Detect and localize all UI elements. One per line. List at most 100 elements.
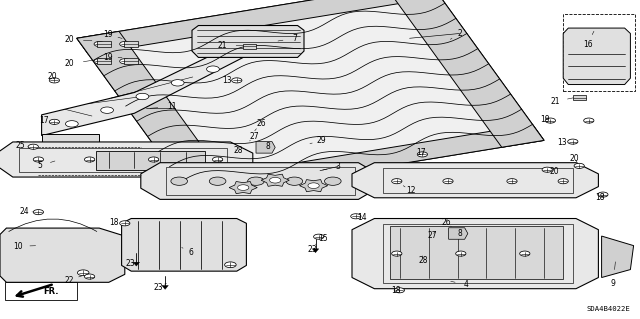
Polygon shape [229, 182, 257, 194]
Circle shape [120, 221, 130, 226]
Circle shape [49, 78, 60, 83]
Text: 8: 8 [265, 142, 270, 151]
Circle shape [172, 80, 184, 86]
Circle shape [351, 214, 361, 219]
Polygon shape [573, 95, 586, 100]
Circle shape [520, 251, 530, 256]
Text: 7: 7 [292, 34, 297, 43]
Polygon shape [300, 180, 328, 192]
Circle shape [148, 157, 159, 162]
Polygon shape [97, 58, 111, 64]
Circle shape [308, 183, 319, 189]
Text: 28: 28 [419, 256, 428, 265]
Circle shape [94, 41, 104, 47]
Text: 19: 19 [540, 115, 550, 124]
Text: 27: 27 [250, 132, 260, 141]
Polygon shape [449, 228, 468, 239]
Polygon shape [124, 58, 138, 64]
Polygon shape [0, 142, 253, 177]
Polygon shape [261, 174, 289, 186]
Text: 13: 13 [222, 76, 232, 85]
Text: 20: 20 [64, 35, 74, 44]
Text: 19: 19 [102, 53, 113, 62]
Text: 22: 22 [65, 276, 74, 285]
Circle shape [542, 167, 552, 172]
Circle shape [545, 118, 556, 123]
Circle shape [269, 177, 281, 183]
Polygon shape [312, 249, 319, 253]
Text: 15: 15 [318, 234, 328, 243]
Text: 25: 25 [15, 141, 26, 150]
Text: 10: 10 [13, 242, 23, 251]
Text: 14: 14 [357, 213, 367, 222]
Text: 21: 21 [551, 97, 560, 106]
Text: 16: 16 [582, 40, 593, 48]
Text: 20: 20 [64, 59, 74, 68]
Circle shape [120, 59, 130, 64]
Circle shape [33, 157, 44, 162]
Circle shape [33, 210, 44, 215]
Text: 26: 26 [442, 218, 452, 227]
Circle shape [84, 157, 95, 162]
Text: 29: 29 [316, 137, 326, 145]
Polygon shape [390, 226, 563, 279]
Text: 19: 19 [102, 30, 113, 39]
Polygon shape [387, 0, 544, 147]
Text: 2: 2 [457, 29, 462, 38]
Circle shape [212, 157, 223, 162]
Circle shape [209, 177, 226, 185]
Text: 20: 20 [47, 72, 58, 81]
Text: 18: 18 [109, 218, 118, 226]
Circle shape [84, 274, 95, 279]
Polygon shape [77, 0, 440, 54]
Text: 28: 28 [234, 146, 243, 155]
Circle shape [392, 179, 402, 184]
Polygon shape [77, 0, 544, 198]
Text: FR.: FR. [44, 287, 59, 296]
Circle shape [456, 251, 466, 256]
Bar [189, 23, 312, 60]
Circle shape [443, 179, 453, 184]
Circle shape [248, 177, 264, 185]
Polygon shape [42, 40, 243, 136]
Text: 17: 17 [416, 148, 426, 157]
Circle shape [237, 185, 249, 190]
Circle shape [417, 152, 428, 157]
Circle shape [207, 66, 220, 72]
Circle shape [120, 41, 130, 47]
Polygon shape [141, 163, 378, 199]
Text: 23: 23 [154, 283, 164, 292]
Text: 24: 24 [19, 207, 29, 216]
Polygon shape [122, 219, 246, 271]
Circle shape [324, 177, 341, 185]
Circle shape [77, 270, 89, 276]
Circle shape [49, 119, 60, 124]
Circle shape [28, 144, 38, 149]
Text: 20: 20 [570, 154, 580, 163]
Polygon shape [563, 28, 630, 85]
Circle shape [232, 78, 242, 83]
Bar [5, 282, 77, 300]
Text: 26: 26 [256, 119, 266, 128]
Circle shape [598, 192, 608, 197]
Circle shape [314, 234, 324, 239]
Circle shape [171, 177, 188, 185]
Circle shape [394, 288, 404, 293]
Text: 8: 8 [457, 229, 462, 238]
Circle shape [558, 179, 568, 184]
Polygon shape [352, 219, 598, 289]
Polygon shape [0, 228, 125, 282]
Polygon shape [256, 142, 275, 153]
Text: 20: 20 [549, 167, 559, 176]
Text: 17: 17 [38, 116, 49, 125]
Polygon shape [162, 286, 168, 289]
Circle shape [507, 179, 517, 184]
Text: 18: 18 [596, 193, 605, 202]
Polygon shape [42, 134, 99, 153]
Text: 23: 23 [307, 245, 317, 254]
Text: 12: 12 [406, 186, 415, 195]
Text: 5: 5 [37, 161, 42, 170]
Polygon shape [133, 262, 140, 266]
Text: 18: 18 [391, 286, 400, 295]
Text: 23: 23 [125, 259, 135, 268]
